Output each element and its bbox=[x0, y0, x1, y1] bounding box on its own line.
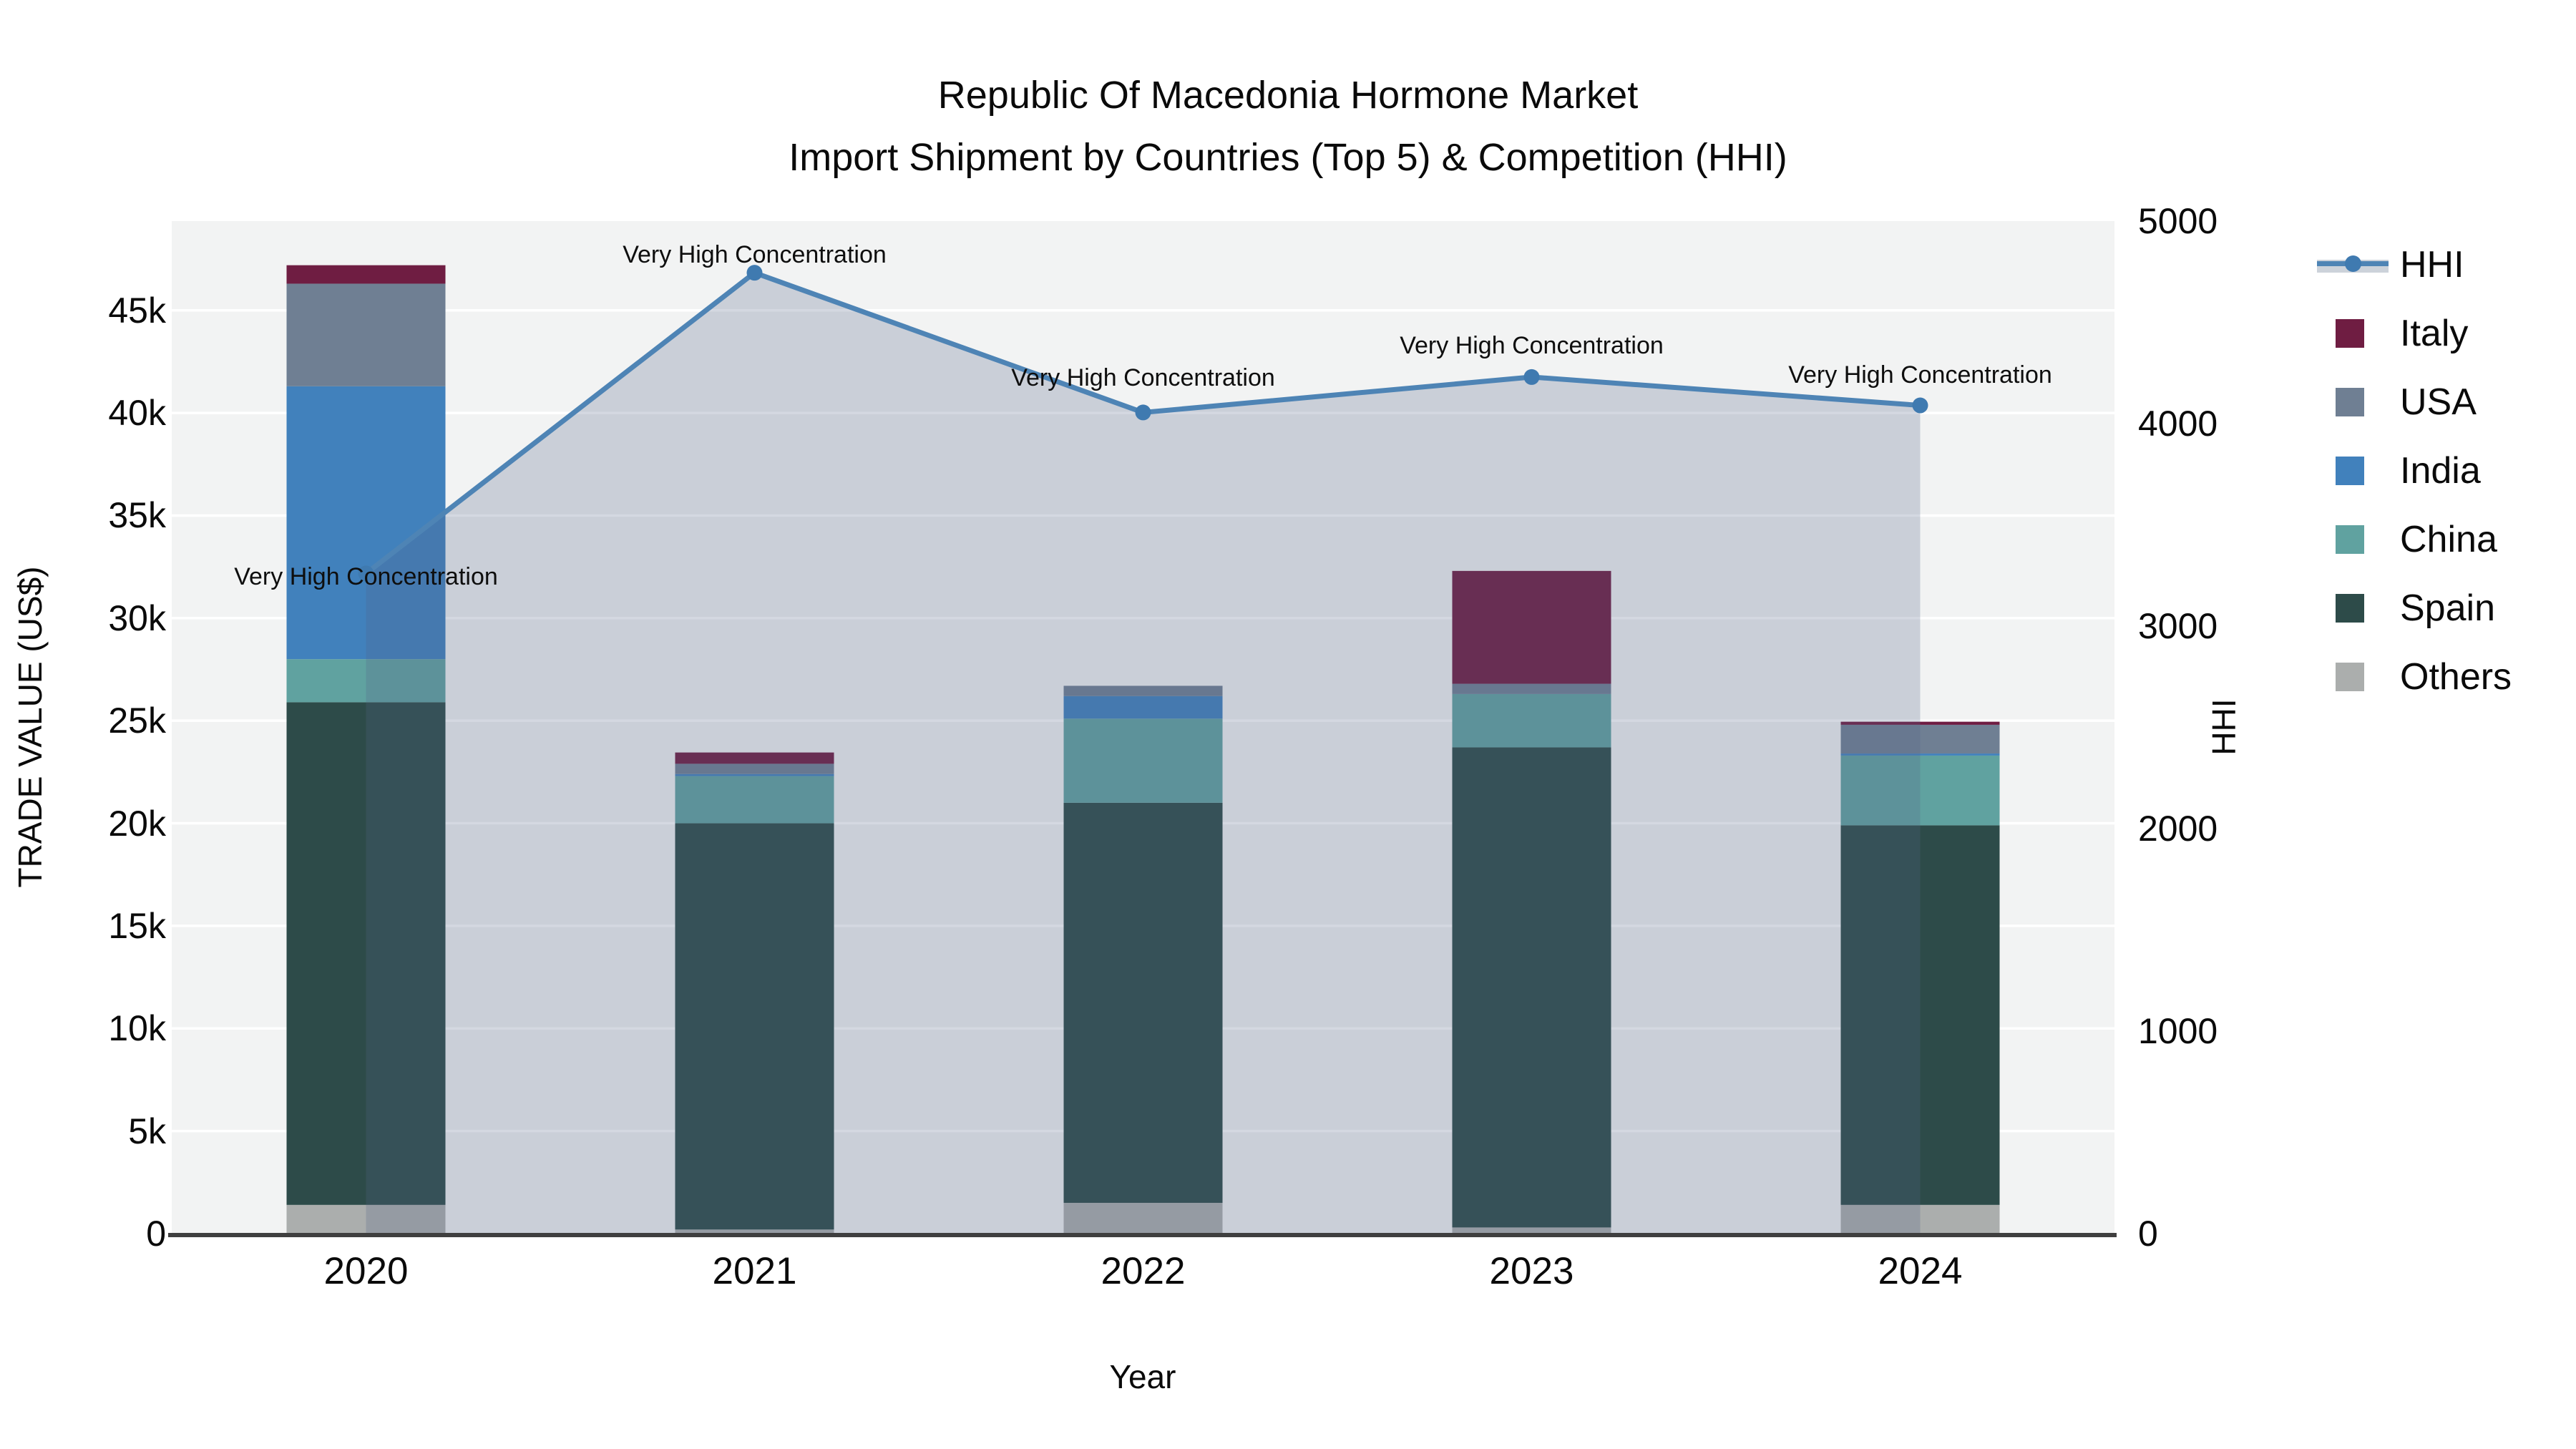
bar-segment-others-2023[interactable] bbox=[1452, 1227, 1611, 1234]
legend: HHI Italy USA India China Spain Others bbox=[2317, 230, 2575, 711]
chart-title-line1: Republic Of Macedonia Hormone Market bbox=[937, 74, 1639, 117]
y-right-tick-label-4000: 4000 bbox=[2138, 404, 2218, 444]
legend-label-italy: Italy bbox=[2400, 313, 2469, 354]
bar-segment-india-2021[interactable] bbox=[675, 774, 834, 776]
y-axis-title-right: HHI bbox=[2205, 698, 2243, 756]
legend-item-india[interactable]: India bbox=[2317, 436, 2575, 505]
legend-item-china[interactable]: China bbox=[2317, 505, 2575, 574]
y-left-tick-label-0: 0 bbox=[146, 1214, 166, 1254]
y-right-tick-label-2000: 2000 bbox=[2138, 809, 2218, 849]
y-left-tick-label-20k: 20k bbox=[108, 803, 166, 844]
legend-hhi-marker-icon bbox=[2345, 255, 2361, 272]
y-left-tick-label-10k: 10k bbox=[108, 1008, 166, 1049]
bar-segment-usa-2020[interactable] bbox=[286, 283, 446, 386]
x-tick-label-2021: 2021 bbox=[712, 1250, 797, 1292]
y-left-tick-label-5k: 5k bbox=[128, 1111, 166, 1151]
bar-segment-italy-2023[interactable] bbox=[1452, 570, 1611, 684]
bar-segment-others-2022[interactable] bbox=[1063, 1202, 1223, 1234]
legend-item-spain[interactable]: Spain bbox=[2317, 574, 2575, 643]
y-right-tick-label-3000: 3000 bbox=[2138, 606, 2218, 646]
bar-segment-others-2021[interactable] bbox=[675, 1229, 834, 1234]
bar-segment-china-2024[interactable] bbox=[1840, 755, 2000, 826]
legend-hhi-line-sample bbox=[2317, 250, 2389, 279]
bar-segment-china-2022[interactable] bbox=[1063, 718, 1223, 803]
y-left-tick-label-35k: 35k bbox=[108, 495, 166, 536]
y-left-tick-label-40k: 40k bbox=[108, 393, 166, 434]
hhi-marker-2021[interactable] bbox=[746, 265, 763, 281]
bar-segment-italy-2020[interactable] bbox=[286, 265, 446, 284]
y-right-tick-label-1000: 1000 bbox=[2138, 1011, 2218, 1051]
bar-segment-china-2021[interactable] bbox=[675, 776, 834, 824]
y-left-tick-label-30k: 30k bbox=[108, 597, 166, 638]
bar-segment-china-2023[interactable] bbox=[1452, 693, 1611, 748]
legend-swatch-usa bbox=[2336, 388, 2364, 416]
bar-segment-usa-2021[interactable] bbox=[675, 763, 834, 774]
bar-segment-spain-2020[interactable] bbox=[286, 702, 446, 1205]
y-left-tick-label-15k: 15k bbox=[108, 905, 166, 946]
bar-segment-usa-2024[interactable] bbox=[1840, 724, 2000, 754]
legend-label-india: India bbox=[2400, 450, 2481, 492]
legend-item-hhi[interactable]: HHI bbox=[2317, 230, 2575, 299]
bar-segment-italy-2021[interactable] bbox=[675, 752, 834, 764]
x-tick-label-2022: 2022 bbox=[1101, 1250, 1186, 1292]
bar-segment-usa-2023[interactable] bbox=[1452, 683, 1611, 694]
x-axis-title: Year bbox=[1109, 1358, 1176, 1395]
legend-label-spain: Spain bbox=[2400, 587, 2495, 629]
hhi-marker-2023[interactable] bbox=[1523, 369, 1540, 385]
annotation-2022: Very High Concentration bbox=[1011, 364, 1275, 392]
legend-swatch-others bbox=[2336, 663, 2364, 691]
legend-label-usa: USA bbox=[2400, 381, 2477, 423]
annotation-2020: Very High Concentration bbox=[234, 563, 498, 591]
bar-segment-spain-2023[interactable] bbox=[1452, 747, 1611, 1228]
legend-item-others[interactable]: Others bbox=[2317, 643, 2575, 711]
bar-segment-usa-2022[interactable] bbox=[1063, 686, 1223, 696]
y-right-tick-label-5000: 5000 bbox=[2138, 201, 2218, 241]
legend-swatch-india bbox=[2336, 457, 2364, 485]
legend-label-others: Others bbox=[2400, 656, 2512, 698]
y-left-tick-label-45k: 45k bbox=[108, 290, 166, 331]
legend-item-italy[interactable]: Italy bbox=[2317, 299, 2575, 368]
legend-swatch-italy bbox=[2336, 319, 2364, 348]
hhi-marker-2020[interactable] bbox=[358, 565, 374, 582]
legend-label-china: China bbox=[2400, 519, 2497, 560]
bar-segment-others-2020[interactable] bbox=[286, 1204, 446, 1234]
hhi-marker-2024[interactable] bbox=[1912, 397, 1928, 414]
chart-title-line2: Import Shipment by Countries (Top 5) & C… bbox=[789, 136, 1787, 179]
bar-segment-india-2022[interactable] bbox=[1063, 696, 1223, 719]
bar-segment-spain-2021[interactable] bbox=[675, 823, 834, 1230]
x-tick-label-2023: 2023 bbox=[1489, 1250, 1574, 1292]
y-left-tick-label-25k: 25k bbox=[108, 701, 166, 741]
bar-segment-china-2020[interactable] bbox=[286, 659, 446, 703]
hhi-area-fill bbox=[366, 273, 1921, 1234]
bar-segment-others-2024[interactable] bbox=[1840, 1204, 2000, 1234]
annotation-2024: Very High Concentration bbox=[1788, 361, 2052, 389]
bar-segment-italy-2024[interactable] bbox=[1840, 721, 2000, 725]
bar-segment-india-2020[interactable] bbox=[286, 386, 446, 660]
annotation-2021: Very High Concentration bbox=[623, 241, 887, 269]
x-tick-label-2020: 2020 bbox=[323, 1250, 409, 1292]
hhi-marker-2022[interactable] bbox=[1135, 404, 1151, 421]
legend-label-hhi: HHI bbox=[2400, 244, 2464, 286]
bar-segment-spain-2022[interactable] bbox=[1063, 802, 1223, 1203]
annotation-2023: Very High Concentration bbox=[1400, 331, 1664, 359]
y-right-tick-label-0: 0 bbox=[2138, 1214, 2158, 1254]
bar-segment-india-2024[interactable] bbox=[1840, 753, 2000, 756]
legend-item-usa[interactable]: USA bbox=[2317, 368, 2575, 436]
legend-swatch-china bbox=[2336, 525, 2364, 554]
legend-swatch-spain bbox=[2336, 594, 2364, 623]
bar-segment-spain-2024[interactable] bbox=[1840, 825, 2000, 1205]
x-tick-label-2024: 2024 bbox=[1878, 1250, 1963, 1292]
